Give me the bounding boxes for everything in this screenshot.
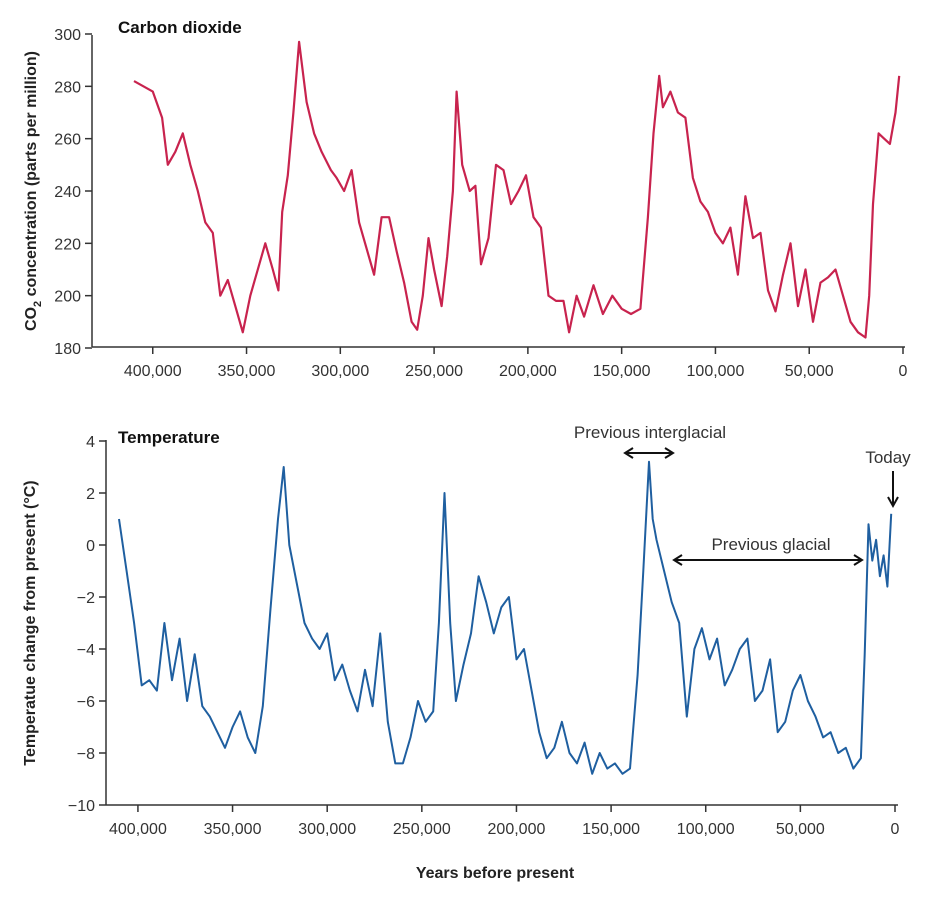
today-arrow [887,471,899,509]
temp-ytick-label: 4 [86,434,95,451]
temp-ylabel: Temperatue change from present (°C) [22,480,39,765]
co2-ylabel: CO2 concentration (parts per million) [23,51,44,331]
temp-xtick-label: 200,000 [488,821,546,838]
co2-xtick-label: 100,000 [687,363,745,380]
temp-xtick-label: 250,000 [393,821,451,838]
today-label: Today [865,448,911,467]
temp-ytick-label: −6 [77,694,95,711]
co2-ytick-label: 220 [54,236,81,253]
co2-series-line [133,40,901,339]
co2-ytick-label: 180 [54,341,81,358]
co2-xtick-label: 200,000 [499,363,557,380]
temp-series-line [118,460,893,775]
temp-ytick-label: −2 [77,590,95,607]
co2-xtick-label: 0 [899,363,908,380]
co2-xtick-label: 300,000 [311,363,369,380]
temp-xtick-label: 400,000 [109,821,167,838]
co2-xtick-label: 400,000 [124,363,182,380]
co2-ytick-label: 200 [54,289,81,306]
co2-title: Carbon dioxide [118,18,242,37]
temp-ytick-label: −10 [68,798,95,815]
co2-ytick-label: 280 [54,79,81,96]
previous-glacial-arrow [672,554,864,566]
co2-ytick-label: 260 [54,132,81,149]
previous-glacial-label: Previous glacial [711,535,830,554]
previous-interglacial-arrow [623,447,675,459]
temp-xtick-label: 50,000 [776,821,825,838]
temp-xtick-label: 300,000 [298,821,356,838]
co2-xtick-label: 150,000 [593,363,651,380]
temp-xtick-label: 150,000 [582,821,640,838]
co2-ytick-label: 300 [54,27,81,44]
temperature-chart: Temperature Temperatue change from prese… [22,423,911,882]
co2-ytick-label: 240 [54,184,81,201]
co2-xtick-label: 250,000 [405,363,463,380]
temp-ytick-label: 2 [86,486,95,503]
temp-ytick-label: −4 [77,642,95,659]
temp-xlabel: Years before present [416,865,575,882]
co2-xtick-label: 350,000 [218,363,276,380]
temp-title: Temperature [118,428,220,447]
co2-xtick-label: 50,000 [785,363,834,380]
co2-chart: Carbon dioxide CO2 concentration (parts … [23,18,908,380]
previous-interglacial-label: Previous interglacial [574,423,726,442]
temp-ytick-label: 0 [86,538,95,555]
temp-xtick-label: 0 [891,821,900,838]
temp-xtick-label: 350,000 [204,821,262,838]
temp-xtick-label: 100,000 [677,821,735,838]
temp-ytick-label: −8 [77,746,95,763]
